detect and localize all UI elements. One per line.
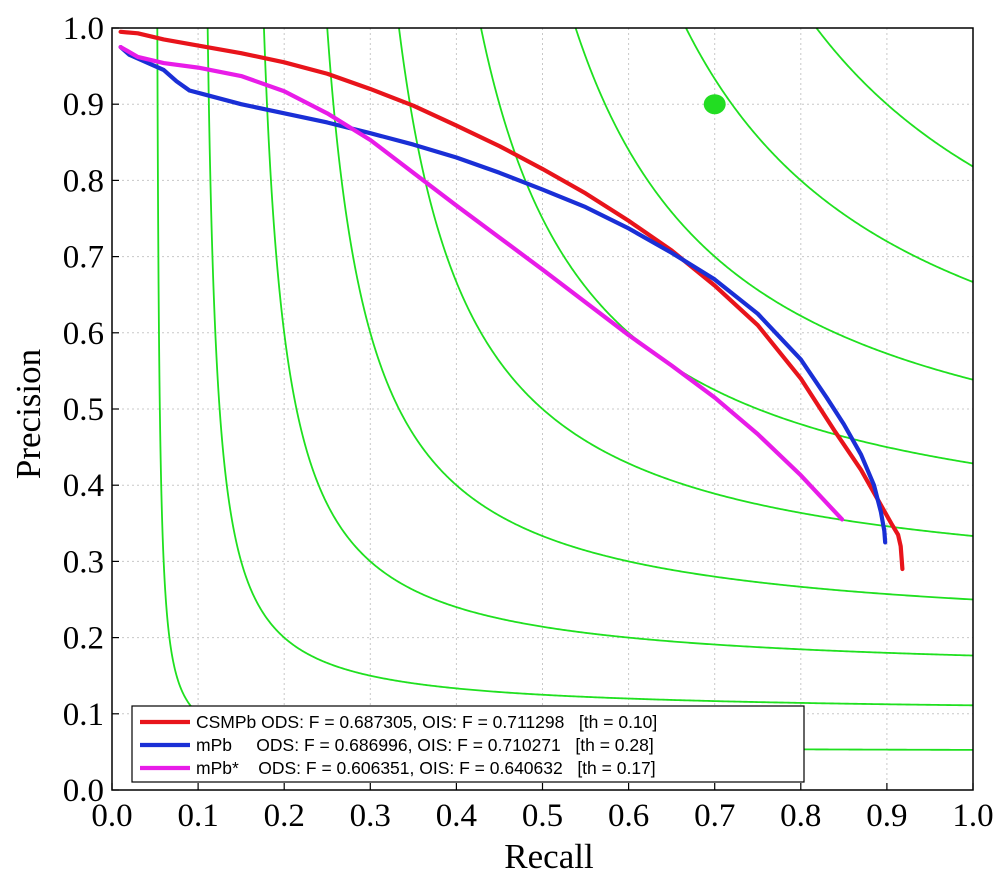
y-tick-label: 0.3 [63,544,104,580]
y-tick-label: 0.1 [63,697,104,733]
y-tick-label: 0.6 [63,316,104,352]
x-tick-label: 0.3 [350,798,391,834]
y-axis-title: Precision [9,349,48,479]
x-tick-label: 0.0 [91,798,132,834]
legend-label: mPb* ODS: F = 0.606351, OIS: F = 0.64063… [196,758,656,778]
iso-f-curve [326,28,973,601]
series-lines [118,29,905,572]
x-tick-label: 0.7 [694,798,735,834]
x-tick-label: 0.6 [608,798,649,834]
y-tick-label: 0.0 [63,773,104,809]
y-tick-label: 1.0 [63,11,104,47]
legend-label: mPb ODS: F = 0.686996, OIS: F = 0.710271… [196,735,654,755]
x-axis-title: Recall [504,837,594,876]
x-tick-label: 0.8 [780,798,821,834]
y-tick-label: 0.5 [63,392,104,428]
y-tick-label: 0.4 [63,468,104,504]
iso-f-curve [574,28,973,381]
series-line-csmpb [118,29,905,572]
iso-f-curve [815,28,973,168]
x-tick-label: 0.4 [436,798,477,834]
y-tick-label: 0.2 [63,621,104,657]
legend: CSMPb ODS: F = 0.687305, OIS: F = 0.7112… [131,705,805,783]
legend-label: CSMPb ODS: F = 0.687305, OIS: F = 0.7112… [196,712,657,732]
axis-ticks: 0.0 0.1 0.2 0.3 0.4 0.5 0.6 0.7 0.8 0.9 1.0 0.0 0.1 0… [63,11,994,834]
human-performance-point [703,94,726,115]
human-point [703,94,726,115]
iso-f-curve [684,28,973,283]
iso-f-curve [480,28,973,465]
x-tick-label: 0.2 [264,798,305,834]
x-tick-label: 0.9 [866,798,907,834]
series-line-mpb [118,44,845,522]
x-tick-label: 0.1 [177,798,218,834]
series-line-mpb [118,44,888,545]
x-tick-label: 1.0 [952,798,993,834]
iso-f-curve [206,28,973,707]
y-tick-label: 0.9 [63,87,104,123]
iso-f-curve [263,28,973,657]
legend-box [131,705,805,783]
y-tick-label: 0.7 [63,240,104,276]
x-tick-label: 0.5 [522,798,563,834]
y-tick-label: 0.8 [63,163,104,199]
iso-f-curve [398,28,973,537]
